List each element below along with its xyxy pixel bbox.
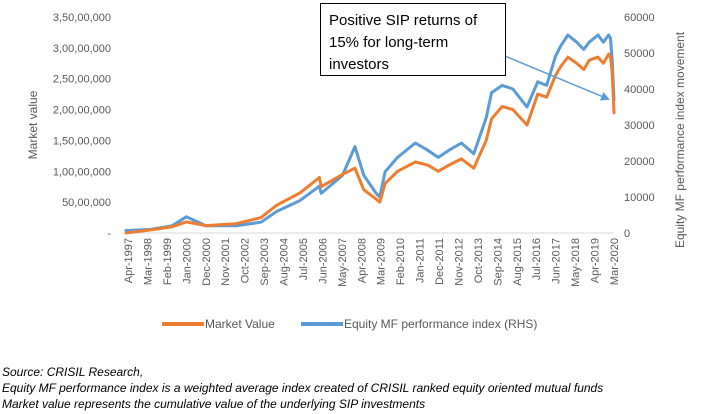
series-lines [124,33,616,235]
x-tick-label: May-2007 [337,238,349,287]
x-tick-label: Mar-2020 [609,238,621,285]
annotation-arrow-line [499,53,602,98]
x-tick-label: Mar-1998 [142,238,154,285]
x-tick-label: Jun-2017 [551,238,563,284]
right-axis-title: Equity MF performance index movement [673,31,687,248]
x-tick-label: Jul-2005 [298,238,310,280]
x-tick-label: Oct-2013 [473,238,485,283]
x-axis-ticks: Apr-1997 Mar-1998 Feb-1999 Jan-2000 Dec-2000… [123,238,621,287]
x-tick-label: Mar-2009 [376,238,388,285]
y2-tick-label: 30000 [624,120,655,132]
x-tick-label: Aug-2015 [512,238,524,286]
legend-label-index: Equity MF performance index (RHS) [344,317,537,331]
y-tick-label: 1,00,00,000 [53,166,111,178]
left-axis-title: Market value [26,90,40,159]
series-line-market-value [124,52,616,235]
left-axis-ticks: - 50,00,000 1,00,00,000 1,50,00,000 2,00,00,… [53,12,111,240]
y-tick-label: - [107,228,111,240]
x-tick-label: Apr-2019 [590,238,602,283]
x-tick-label: Oct-2002 [240,238,252,283]
x-tick-label: Jan-2000 [181,238,193,284]
annotation-arrow-head [599,92,610,101]
annotation-arrow [499,53,610,101]
footnotes: Source: CRISIL Research, Equity MF perfo… [2,364,706,412]
y2-tick-label: 20000 [624,156,655,168]
x-tick-label: Nov-2001 [220,238,232,286]
x-tick-label: Jul-2016 [531,238,543,280]
y-tick-label: 50,00,000 [62,197,111,209]
y-tick-label: 3,50,00,000 [53,12,111,24]
x-tick-label: May-2018 [570,238,582,287]
x-tick-label: Feb-1999 [162,238,174,285]
y-tick-label: 2,50,00,000 [53,74,111,86]
x-tick-label: Sep-2014 [492,238,504,286]
y-tick-label: 3,00,00,000 [53,43,111,55]
y-tick-label: 1,50,00,000 [53,135,111,147]
y2-tick-label: 40000 [624,84,655,96]
x-tick-label: Dec-2011 [434,238,446,285]
x-tick-label: Apr-2008 [356,238,368,283]
legend: Market Value Equity MF performance index… [162,317,537,331]
right-axis-ticks: 0 10000 20000 30000 40000 50000 60000 [624,12,655,240]
series-line-equity-index [124,33,616,232]
legend-label-market-value: Market Value [205,317,275,331]
x-tick-label: Jan-2011 [415,238,427,283]
x-tick-label: Feb-2010 [395,238,407,285]
y2-tick-label: 10000 [624,192,655,204]
x-tick-label: Sep-2003 [259,238,271,286]
x-tick-label: Jun-2006 [317,238,329,284]
y2-tick-label: 0 [624,228,630,240]
footnote-index-definition: Equity MF performance index is a weighte… [2,381,604,395]
sip-line-chart: - 50,00,000 1,00,00,000 1,50,00,000 2,00,00,… [26,12,687,331]
x-tick-label: Apr-1997 [123,238,135,283]
footnote-source: Source: CRISIL Research, [2,365,144,379]
footnote-market-value-definition: Market value represents the cumulative v… [2,397,426,411]
y2-tick-label: 50000 [624,48,655,60]
x-tick-label: Aug-2004 [279,238,291,286]
y-tick-label: 2,00,00,000 [53,105,111,117]
y2-tick-label: 60000 [624,12,655,24]
x-tick-label: Nov-2012 [453,238,465,286]
annotation-callout: Positive SIP returns of 15% for long-ter… [320,3,506,76]
x-tick-label: Dec-2000 [201,238,213,286]
